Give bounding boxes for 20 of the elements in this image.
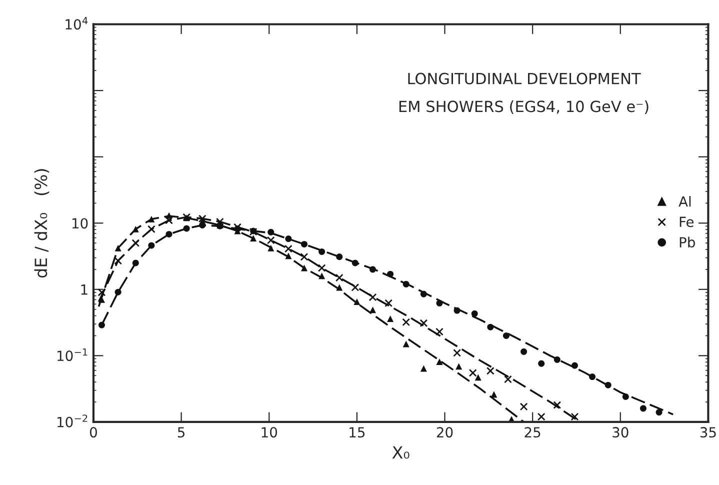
x-tick-label: 30	[612, 427, 628, 438]
y-axis-title: dE / dX₀ (%)	[34, 169, 50, 278]
y-tick-label: 10	[72, 218, 88, 229]
x-tick-label: 20	[436, 427, 453, 438]
y-tick-label: 10$^{4}$	[66, 17, 88, 30]
x-tick-label: 35	[700, 427, 716, 438]
y-tick-label: 10$^{−1}$	[57, 348, 88, 362]
y-tick-label: 10$^{−2}$	[57, 414, 88, 428]
legend-label: Al	[678, 196, 691, 207]
x-tick-label: 15	[350, 427, 365, 438]
legend-label: Fe	[680, 216, 694, 228]
text: EM SHOWERS (EGS4, 10 GeV e⁻)	[399, 100, 648, 114]
x-tick-label: 5	[178, 427, 184, 438]
x-tick-label: 0	[90, 427, 97, 438]
legend-label: Pb	[680, 236, 695, 248]
x-tick-label: 10	[262, 427, 278, 438]
y-tick-label: 1	[81, 284, 88, 295]
text: LONGITUDINAL DEVELOPMENT	[408, 72, 641, 84]
x-axis-title: X₀	[392, 446, 410, 459]
x-tick-label: 25	[524, 427, 540, 438]
